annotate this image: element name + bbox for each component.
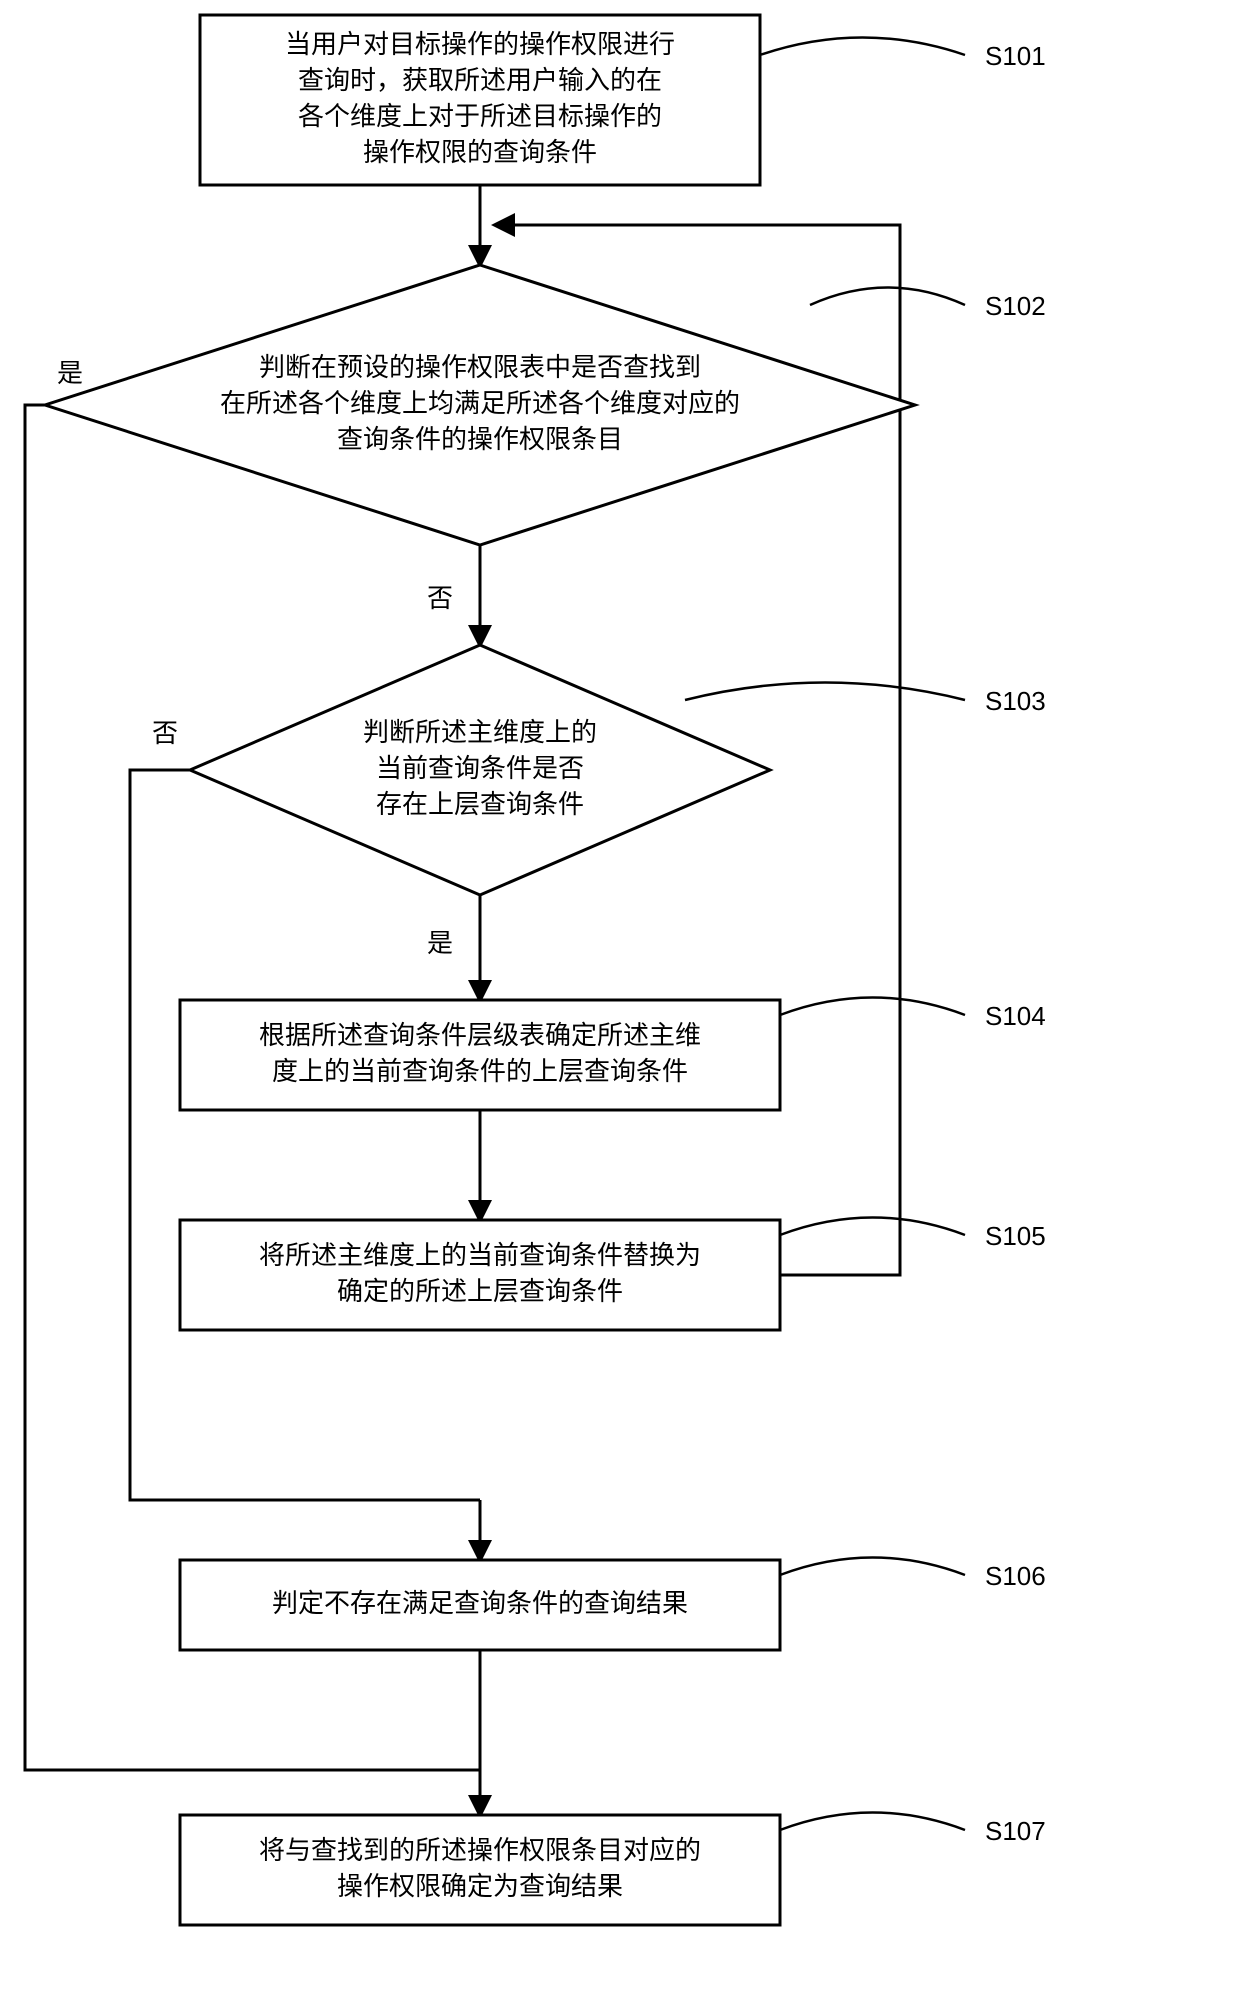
svg-text:当前查询条件是否: 当前查询条件是否 xyxy=(376,753,584,783)
svg-text:根据所述查询条件层级表确定所述主维: 根据所述查询条件层级表确定所述主维 xyxy=(259,1020,701,1050)
svg-text:操作权限的查询条件: 操作权限的查询条件 xyxy=(363,137,597,167)
node-s103: 判断所述主维度上的当前查询条件是否存在上层查询条件 xyxy=(190,645,770,895)
svg-text:S106: S106 xyxy=(985,1561,1046,1591)
svg-text:在所述各个维度上均满足所述各个维度对应的: 在所述各个维度上均满足所述各个维度对应的 xyxy=(220,388,740,418)
node-s105: 将所述主维度上的当前查询条件替换为确定的所述上层查询条件 xyxy=(180,1220,780,1330)
svg-text:将所述主维度上的当前查询条件替换为: 将所述主维度上的当前查询条件替换为 xyxy=(259,1240,701,1270)
svg-text:查询时，获取所述用户输入的在: 查询时，获取所述用户输入的在 xyxy=(298,65,662,95)
svg-text:判断在预设的操作权限表中是否查找到: 判断在预设的操作权限表中是否查找到 xyxy=(259,352,701,382)
svg-text:是: 是 xyxy=(427,928,453,958)
svg-text:S105: S105 xyxy=(985,1221,1046,1251)
node-s101: 当用户对目标操作的操作权限进行查询时，获取所述用户输入的在各个维度上对于所述目标… xyxy=(200,15,760,185)
svg-text:判断所述主维度上的: 判断所述主维度上的 xyxy=(363,717,597,747)
svg-text:S107: S107 xyxy=(985,1816,1046,1846)
svg-text:存在上层查询条件: 存在上层查询条件 xyxy=(376,789,584,819)
node-s104: 根据所述查询条件层级表确定所述主维度上的当前查询条件的上层查询条件 xyxy=(180,1000,780,1110)
svg-text:确定的所述上层查询条件: 确定的所述上层查询条件 xyxy=(337,1276,623,1306)
svg-text:判定不存在满足查询条件的查询结果: 判定不存在满足查询条件的查询结果 xyxy=(272,1588,688,1618)
svg-text:S102: S102 xyxy=(985,291,1046,321)
node-s107: 将与查找到的所述操作权限条目对应的操作权限确定为查询结果 xyxy=(180,1815,780,1925)
svg-text:将与查找到的所述操作权限条目对应的: 将与查找到的所述操作权限条目对应的 xyxy=(259,1835,701,1865)
svg-text:S101: S101 xyxy=(985,41,1046,71)
svg-text:各个维度上对于所述目标操作的: 各个维度上对于所述目标操作的 xyxy=(298,101,662,131)
flowchart: 否是是否 当用户对目标操作的操作权限进行查询时，获取所述用户输入的在各个维度上对… xyxy=(0,0,1240,2001)
svg-text:是: 是 xyxy=(57,358,83,388)
svg-text:查询条件的操作权限条目: 查询条件的操作权限条目 xyxy=(337,424,623,454)
svg-text:否: 否 xyxy=(427,583,453,613)
svg-text:度上的当前查询条件的上层查询条件: 度上的当前查询条件的上层查询条件 xyxy=(272,1056,688,1086)
svg-text:否: 否 xyxy=(152,718,178,748)
svg-text:S104: S104 xyxy=(985,1001,1046,1031)
svg-text:操作权限确定为查询结果: 操作权限确定为查询结果 xyxy=(337,1871,623,1901)
node-s102: 判断在预设的操作权限表中是否查找到在所述各个维度上均满足所述各个维度对应的查询条… xyxy=(45,265,915,545)
node-s106: 判定不存在满足查询条件的查询结果 xyxy=(180,1560,780,1650)
svg-text:当用户对目标操作的操作权限进行: 当用户对目标操作的操作权限进行 xyxy=(285,29,675,59)
svg-text:S103: S103 xyxy=(985,686,1046,716)
